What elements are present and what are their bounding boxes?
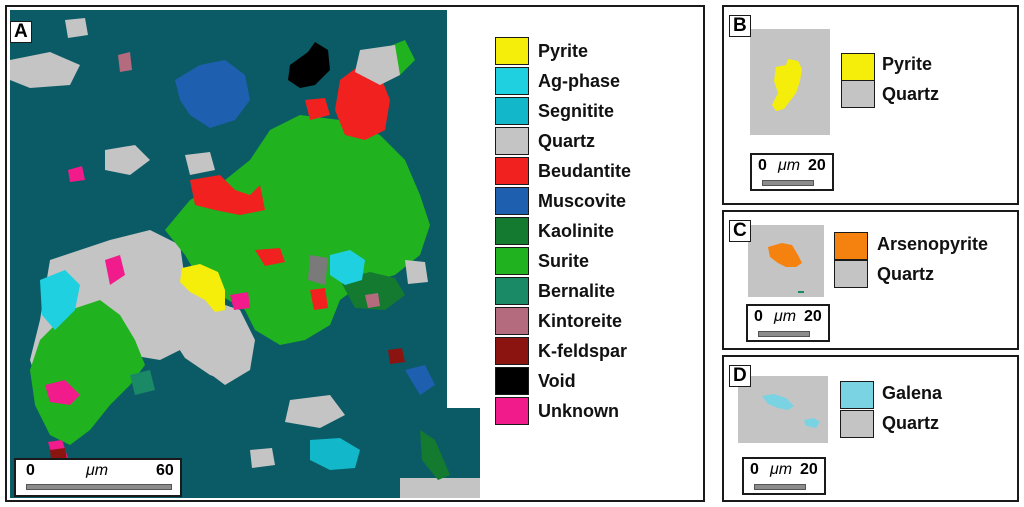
- legend-swatch-void: [495, 367, 529, 395]
- scalebar-d-end: 20: [800, 461, 818, 478]
- panel-c: C Arsenopyrite Quartz 0 μm 20: [722, 210, 1019, 350]
- legend-swatch-ag-phase: [495, 67, 529, 95]
- legend-swatch-kintoreite: [495, 307, 529, 335]
- panel-d: D Galena Quartz 0 μm 20: [722, 355, 1019, 502]
- scalebar-a-unit: μm: [86, 462, 109, 479]
- panel-a-legend: Pyrite Ag-phase Segnitite Quartz Beudant…: [495, 37, 695, 437]
- legend-label-pyrite: Pyrite: [882, 54, 933, 74]
- legend-label: Surite: [538, 250, 590, 271]
- panel-b: B Pyrite Quartz 0 μm 20: [722, 5, 1019, 205]
- legend-swatch-unknown: [495, 397, 529, 425]
- mineral-map-a: [10, 10, 480, 498]
- mineral-map-c: [748, 225, 824, 297]
- panel-a-scalebar: 0 μm 60: [14, 458, 182, 497]
- legend-label: K-feldspar: [538, 340, 628, 361]
- legend-item: Quartz: [495, 127, 595, 155]
- legend-swatch-kaolinite: [495, 217, 529, 245]
- scalebar-b-end: 20: [808, 157, 826, 174]
- scalebar-d-start: 0: [750, 461, 759, 478]
- legend-label: Bernalite: [538, 280, 616, 301]
- scalebar-c-start: 0: [754, 308, 763, 325]
- scalebar-a-start: 0: [26, 462, 35, 479]
- legend-item: Pyrite: [495, 37, 588, 65]
- legend-label: Quartz: [538, 130, 596, 151]
- scalebar-c-end: 20: [804, 308, 822, 325]
- legend-label-quartz: Quartz: [882, 84, 940, 104]
- panel-d-scalebar: 0 μm 20: [742, 457, 826, 495]
- legend-item: Kintoreite: [495, 307, 622, 335]
- legend-swatch-segnitite: [495, 97, 529, 125]
- panel-b-scalebar: 0 μm 20: [750, 153, 834, 191]
- legend-label: Kaolinite: [538, 220, 615, 241]
- legend-swatch-k-feldspar: [495, 337, 529, 365]
- legend-item: Void: [495, 367, 576, 395]
- legend-swatch-muscovite: [495, 187, 529, 215]
- legend-item: Segnitite: [495, 97, 614, 125]
- legend-swatch-arsenopyrite: [834, 232, 868, 260]
- scalebar-a-bar: [26, 484, 172, 490]
- legend-label: Segnitite: [538, 100, 615, 121]
- scalebar-d-bar: [754, 484, 806, 490]
- legend-item: Muscovite: [495, 187, 626, 215]
- legend-label: Beudantite: [538, 160, 632, 181]
- legend-swatch-quartz: [840, 410, 874, 438]
- legend-swatch-pyrite: [495, 37, 529, 65]
- legend-swatch-quartz: [834, 260, 868, 288]
- legend-swatch-pyrite: [841, 53, 875, 81]
- legend-item: Bernalite: [495, 277, 615, 305]
- scalebar-c-unit: μm: [774, 308, 797, 325]
- legend-item: Unknown: [495, 397, 619, 425]
- panel-c-scalebar: 0 μm 20: [746, 304, 830, 342]
- legend-label: Unknown: [538, 400, 619, 421]
- legend-item: Surite: [495, 247, 589, 275]
- scalebar-a-end: 60: [156, 462, 174, 479]
- mineral-map-b: [750, 29, 830, 135]
- legend-label-arsenopyrite: Arsenopyrite: [877, 234, 989, 254]
- panel-c-label: C: [729, 220, 751, 242]
- scalebar-b-start: 0: [758, 157, 767, 174]
- legend-label: Ag-phase: [538, 70, 621, 91]
- legend-label: Void: [538, 370, 576, 391]
- legend-swatch-galena: [840, 381, 874, 409]
- legend-swatch-beudantite: [495, 157, 529, 185]
- mineral-map-d: [738, 376, 828, 443]
- legend-item: K-feldspar: [495, 337, 627, 365]
- scalebar-d-unit: μm: [770, 461, 793, 478]
- panel-d-label: D: [729, 365, 751, 387]
- legend-item: Beudantite: [495, 157, 631, 185]
- scalebar-b-unit: μm: [778, 157, 801, 174]
- panel-a-label: A: [10, 21, 32, 43]
- legend-swatch-bernalite: [495, 277, 529, 305]
- legend-label-quartz: Quartz: [882, 413, 940, 433]
- legend-item: Kaolinite: [495, 217, 614, 245]
- legend-label: Pyrite: [538, 40, 589, 61]
- panel-b-label: B: [729, 15, 751, 37]
- legend-label-quartz: Quartz: [877, 264, 935, 284]
- scalebar-c-bar: [758, 331, 810, 337]
- legend-label: Muscovite: [538, 190, 627, 211]
- legend-swatch-surite: [495, 247, 529, 275]
- legend-label-galena: Galena: [882, 383, 943, 403]
- legend-label: Kintoreite: [538, 310, 623, 331]
- legend-swatch-quartz: [495, 127, 529, 155]
- panel-a: A 0 μm 60 Pyrite Ag-phase Segnitite Quar…: [5, 5, 705, 502]
- scalebar-b-bar: [762, 180, 814, 186]
- legend-item: Ag-phase: [495, 67, 620, 95]
- legend-swatch-quartz: [841, 80, 875, 108]
